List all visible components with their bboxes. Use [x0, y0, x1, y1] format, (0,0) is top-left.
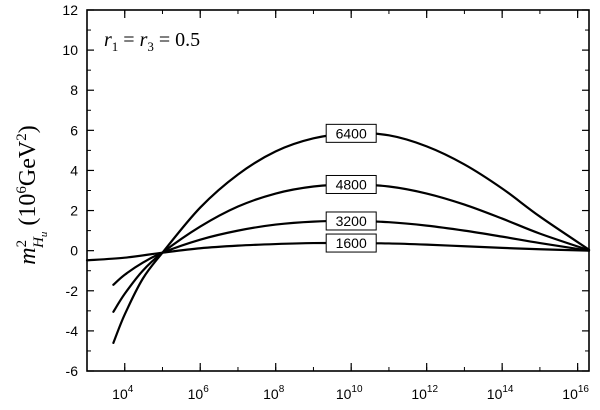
x-tick-label: 104: [112, 384, 134, 402]
series-label-1600: 1600: [336, 235, 367, 251]
y-axis-label: m2Hu(106GeV2): [14, 125, 50, 265]
x-tick-label: 106: [188, 384, 210, 402]
y-tick-label: 0: [70, 243, 78, 259]
x-tick-label: 1016: [562, 384, 589, 402]
y-tick-label: 10: [62, 42, 78, 58]
x-tick-label: 1010: [336, 384, 363, 402]
y-tick-label: 2: [70, 203, 78, 219]
series-line-6400: [112, 132, 591, 345]
series-line-3200: [112, 219, 591, 286]
x-tick-label: 1012: [411, 384, 438, 402]
y-tick-label: -2: [66, 283, 79, 299]
annotation-r1-r3: r1 = r3 = 0.5: [104, 29, 200, 54]
series-label-box: [325, 123, 377, 143]
series-label-box: [325, 233, 377, 253]
series-label-6400: 6400: [336, 125, 367, 141]
x-tick-label: 1014: [487, 384, 514, 402]
y-tick-label: 8: [70, 82, 78, 98]
y-tick-label: 12: [62, 2, 78, 18]
x-tick-label: 108: [263, 384, 285, 402]
y-tick-label: -6: [66, 363, 79, 379]
plot-frame: [86, 9, 590, 372]
series-label-3200: 3200: [336, 213, 367, 229]
series-line-4800: [112, 183, 591, 313]
y-tick-label: 4: [70, 162, 78, 178]
curve-labels: 6400 4800 3200 1600: [325, 123, 377, 253]
series-label-4800: 4800: [336, 176, 367, 192]
series-label-box: [325, 174, 377, 194]
y-tick-label: 6: [70, 122, 78, 138]
y-tick-label: -4: [66, 323, 79, 339]
series-label-box: [325, 211, 377, 231]
